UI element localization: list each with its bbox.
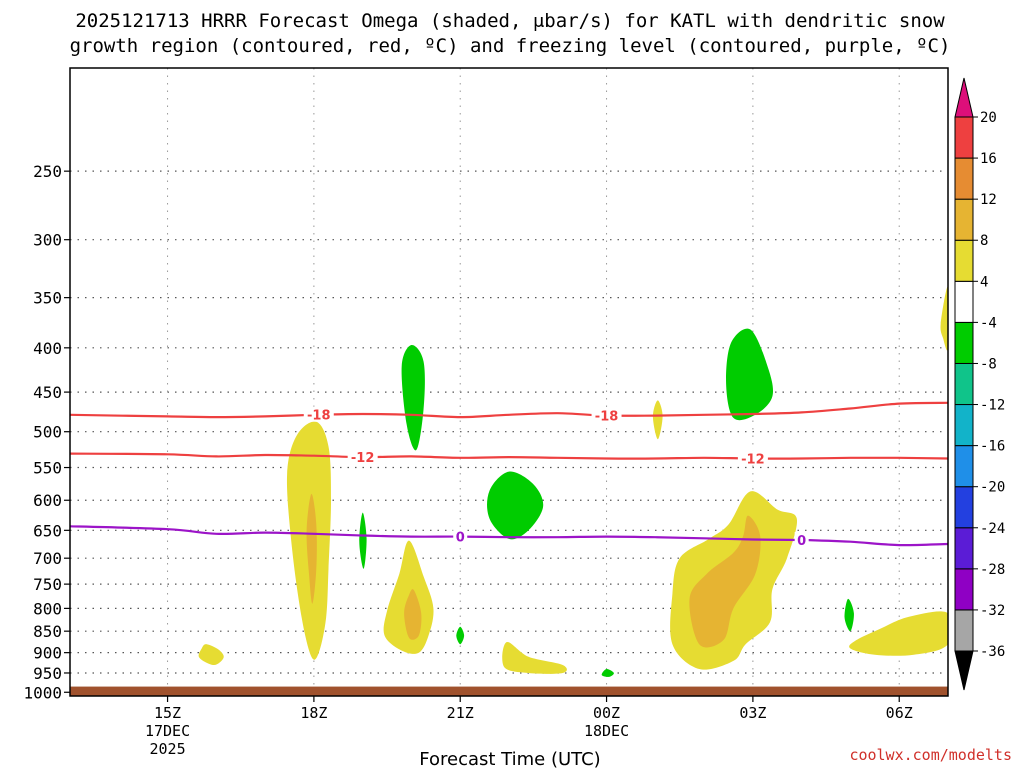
- omega-orange-03z: [689, 515, 761, 648]
- dgz-minus18-label-bg-1: [591, 407, 622, 423]
- omega-shading: [198, 286, 948, 677]
- x-tick-label-06Z: 06Z: [886, 704, 913, 722]
- colorbar-label-12: 12: [980, 192, 997, 208]
- x-tick-year-15Z: 2025: [149, 740, 185, 758]
- dgz-minus12: [70, 452, 948, 460]
- omega-orange-20z: [404, 589, 422, 640]
- y-axis: 250 300 350 400 450 500 550 600 650 700 750 800 850 9…: [23, 162, 70, 702]
- colorbar-label--4: -4: [980, 315, 997, 331]
- x-tick-label-03Z: 03Z: [739, 704, 766, 722]
- ground-layer: [70, 686, 948, 696]
- x-tick-date-00Z: 18DEC: [584, 722, 629, 740]
- dgz-minus18: [70, 401, 948, 419]
- colorbar-bin--16-to--12: [954, 404, 974, 447]
- y-tick-label-950: 950: [33, 664, 62, 683]
- y-tick-label-500: 500: [33, 423, 62, 442]
- dgz-minus18-label-bg-0: [303, 406, 334, 422]
- y-tick-label-250: 250: [33, 162, 62, 181]
- dgz-minus18-label-0: -18: [307, 409, 331, 424]
- y-tick-label-650: 650: [33, 521, 62, 540]
- colorbar-bin--28-to--24: [954, 527, 974, 570]
- colorbar-bin-4-to-8: [954, 239, 974, 282]
- colorbar-bin--24-to--20: [954, 486, 974, 529]
- colorbar-label--8: -8: [980, 356, 997, 372]
- colorbar-label--20: -20: [980, 480, 1005, 496]
- omega-yellow-0030z: [652, 400, 663, 440]
- colorbar-over-arrow: [954, 77, 974, 118]
- colorbar: -36 -32 -28 -24 -20 -16 -12 -8 -4 4 8 12 16 20: [954, 77, 1005, 691]
- grid-layer: [70, 68, 948, 696]
- colorbar-bin--20-to--16: [954, 445, 974, 488]
- colorbar-bin-16-to-20: [954, 116, 974, 159]
- omega-green-0010z: [601, 668, 614, 677]
- colorbar-label--36: -36: [980, 644, 1005, 660]
- omega-orange-18z: [306, 493, 317, 604]
- omega-yellow-22z: [502, 641, 567, 674]
- colorbar-bin-8-to-12: [954, 198, 974, 241]
- colorbar-label--28: -28: [980, 562, 1005, 578]
- y-tick-label-750: 750: [33, 575, 62, 594]
- dgz-minus12-label-bg-0: [347, 449, 378, 465]
- freezing-level-label-bg-1: [794, 532, 809, 548]
- freezing-level-label-1: 0: [797, 534, 806, 549]
- omega-green-04z: [844, 598, 854, 632]
- omega-yellow-16z: [198, 644, 224, 665]
- colorbar-under-arrow: [954, 650, 974, 691]
- plot-frame: [69, 67, 949, 697]
- colorbar-bin--4-to-4: [954, 280, 974, 323]
- colorbar-bin--8-to--4: [954, 321, 974, 364]
- y-tick-label-400: 400: [33, 339, 62, 358]
- x-tick-label-15Z: 15Z: [154, 704, 181, 722]
- chart-title-line1: 2025121713 HRRR Forecast Omega (shaded, …: [75, 10, 945, 32]
- y-tick-label-450: 450: [33, 383, 62, 402]
- colorbar-label--32: -32: [980, 603, 1005, 619]
- x-axis-title: Forecast Time (UTC): [419, 749, 600, 768]
- y-tick-label-350: 350: [33, 289, 62, 308]
- colorbar-label-4: 4: [980, 274, 988, 290]
- dgz-minus12-label-0: -12: [351, 451, 375, 466]
- colorbar-bin-12-to-16: [954, 157, 974, 200]
- dgz-minus18-label-1: -18: [595, 410, 619, 425]
- omega-green-22z: [487, 471, 544, 540]
- contour-labels: -18 -18 -12 -12 0 0: [303, 406, 809, 549]
- ground-fill: [70, 686, 948, 696]
- dgz-minus12-label-1: -12: [741, 453, 765, 468]
- x-tick-label-18Z: 18Z: [300, 704, 327, 722]
- credit-link[interactable]: coolwx.com/modelts: [849, 746, 1012, 764]
- y-tick-label-800: 800: [33, 599, 62, 618]
- colorbar-label-20: 20: [980, 110, 997, 126]
- omega-green-19z: [359, 512, 367, 569]
- y-tick-label-600: 600: [33, 491, 62, 510]
- omega-green-20z: [401, 344, 425, 451]
- y-tick-label-850: 850: [33, 622, 62, 641]
- colorbar-label--16: -16: [980, 439, 1005, 455]
- colorbar-bin--32-to--28: [954, 568, 974, 611]
- omega-yellow-edge: [940, 286, 948, 351]
- omega-yellow-06z: [849, 611, 948, 656]
- y-tick-label-1000: 1000: [23, 683, 62, 702]
- y-tick-label-300: 300: [33, 231, 62, 250]
- y-tick-label-550: 550: [33, 459, 62, 478]
- colorbar-label-16: 16: [980, 151, 997, 167]
- freezing-level-label-0: 0: [456, 531, 465, 546]
- freezing-level-label-bg-0: [453, 528, 468, 544]
- omega-green-21z: [456, 626, 465, 645]
- x-tick-date-15Z: 17DEC: [145, 722, 190, 740]
- x-tick-label-21Z: 21Z: [447, 704, 474, 722]
- colorbar-label--12: -12: [980, 398, 1005, 414]
- x-tick-label-00Z: 00Z: [593, 704, 620, 722]
- colorbar-bin--36-to--32: [954, 609, 974, 652]
- dgz-minus12-label-bg-1: [737, 450, 768, 466]
- chart-title-line2: growth region (contoured, red, ºC) and f…: [70, 35, 951, 57]
- omega-green-03z: [726, 328, 774, 421]
- y-tick-label-900: 900: [33, 644, 62, 663]
- colorbar-label--24: -24: [980, 521, 1005, 537]
- colorbar-bin--12-to--8: [954, 362, 974, 406]
- colorbar-label-8: 8: [980, 233, 988, 249]
- y-tick-label-700: 700: [33, 549, 62, 568]
